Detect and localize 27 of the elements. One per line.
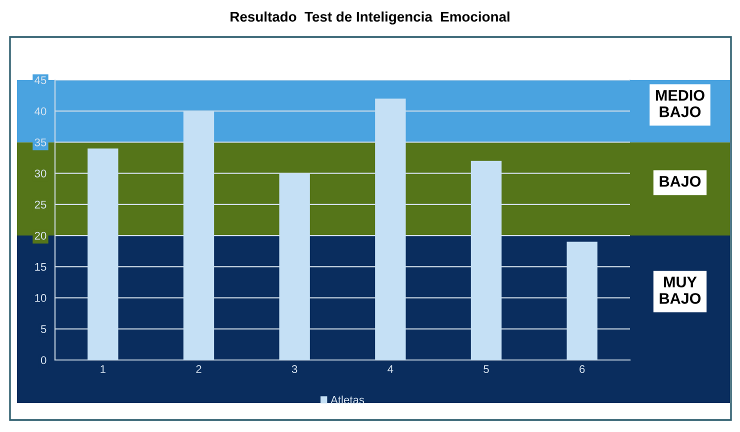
y-tick-label: 0 xyxy=(40,356,46,364)
bar xyxy=(470,160,502,360)
band-label: MEDIO BAJO xyxy=(656,90,704,118)
bar xyxy=(88,148,118,360)
x-tick-label: 5 xyxy=(484,365,489,374)
bar xyxy=(566,242,598,360)
x-tick-label: 6 xyxy=(580,365,585,374)
x-tick-label: 2 xyxy=(196,365,202,373)
y-tick-label: 45 xyxy=(34,76,46,84)
x-tick-label: 4 xyxy=(388,365,394,373)
bar xyxy=(279,173,310,360)
x-tick-label: 3 xyxy=(292,365,298,374)
bar xyxy=(375,98,406,360)
x-tick-label: 1 xyxy=(100,365,106,373)
bar xyxy=(183,111,214,360)
y-tick-label: 30 xyxy=(34,170,46,178)
y-tick-label: 5 xyxy=(40,325,46,334)
chart-title: Resultado Test de Inteligencia Emocional xyxy=(230,11,510,25)
y-tick-label: 40 xyxy=(34,107,46,116)
y-tick-label: 20 xyxy=(34,232,46,240)
band-label: MUY BAJO xyxy=(660,276,701,304)
y-tick-label: 10 xyxy=(35,294,46,302)
y-tick-label: 15 xyxy=(35,263,46,271)
legend-label: Atletas xyxy=(330,396,364,404)
band-label: BAJO xyxy=(660,176,701,187)
y-tick-label: 25 xyxy=(34,200,46,209)
y-tick-label: 35 xyxy=(34,138,46,146)
